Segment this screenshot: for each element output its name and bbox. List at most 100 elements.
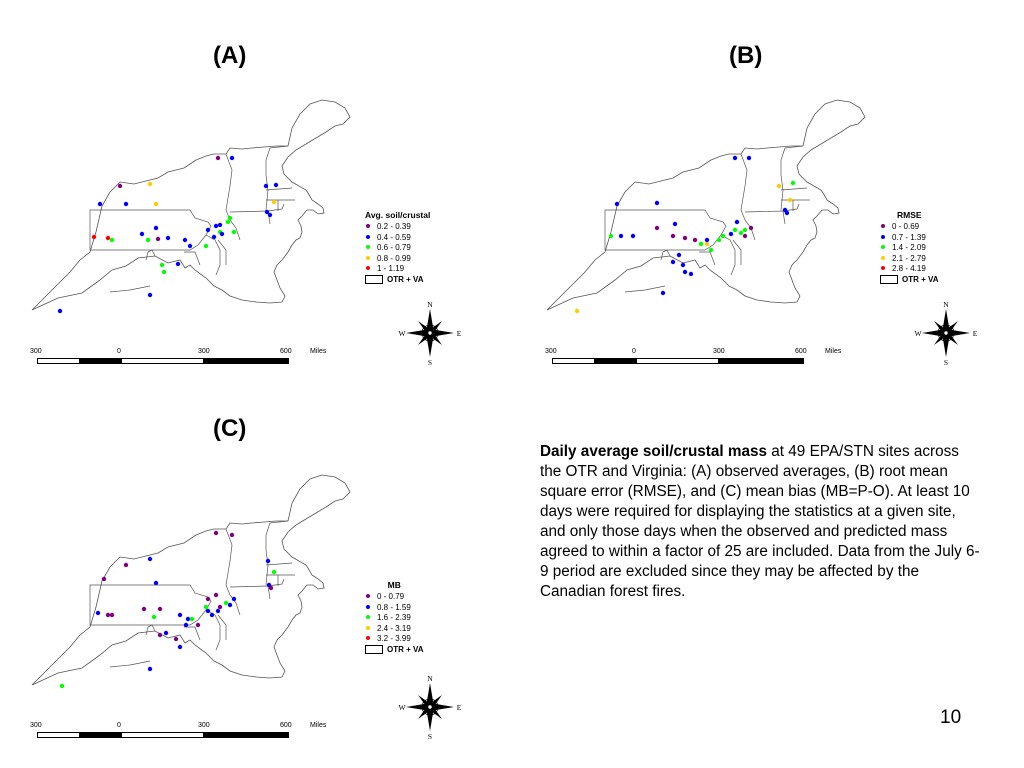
site-marker bbox=[748, 225, 754, 231]
site-marker bbox=[177, 644, 183, 650]
compass-letter: S bbox=[428, 732, 432, 740]
legend-range: 0.8 - 1.59 bbox=[377, 602, 411, 612]
legend-dot bbox=[881, 234, 885, 239]
scale-segment bbox=[718, 358, 804, 364]
legend-item: 0.8 - 0.99 bbox=[365, 254, 430, 265]
scale-segment bbox=[552, 358, 596, 364]
site-marker bbox=[676, 252, 682, 258]
site-marker bbox=[688, 271, 694, 277]
site-marker bbox=[732, 155, 738, 161]
site-marker bbox=[159, 262, 165, 268]
site-marker bbox=[215, 608, 221, 614]
compass-letter: W bbox=[914, 329, 922, 338]
site-marker bbox=[728, 231, 734, 237]
state-border bbox=[782, 203, 800, 212]
panel-a-label: (A) bbox=[213, 42, 247, 69]
scale-label: 300 bbox=[198, 722, 210, 729]
map-panel-b bbox=[546, 99, 866, 314]
compass-letter: N bbox=[943, 300, 949, 309]
site-marker bbox=[153, 580, 159, 586]
legend-dot bbox=[881, 245, 885, 250]
state-border bbox=[784, 145, 804, 149]
site-marker bbox=[157, 606, 163, 612]
legend-range: 0.4 - 0.59 bbox=[377, 232, 411, 242]
site-marker bbox=[225, 219, 231, 225]
site-marker bbox=[708, 247, 714, 253]
site-marker bbox=[147, 181, 153, 187]
legend-dot bbox=[366, 604, 370, 609]
scale-label: 300 bbox=[713, 348, 725, 355]
site-marker bbox=[229, 155, 235, 161]
site-marker bbox=[205, 596, 211, 602]
state-border bbox=[109, 285, 151, 293]
state-border bbox=[217, 239, 227, 265]
state-border bbox=[184, 626, 201, 641]
scale-segment bbox=[594, 358, 638, 364]
region-outline bbox=[546, 99, 866, 311]
state-border bbox=[660, 249, 671, 261]
compass-rose-panel-b: N S W E bbox=[914, 300, 978, 367]
state-border bbox=[732, 239, 742, 265]
site-marker bbox=[231, 229, 237, 235]
site-marker bbox=[217, 604, 223, 610]
legend-panel-c: MB 0 - 0.79 0.8 - 1.59 1.6 - 2.39 2.4 - 3.19… bbox=[365, 580, 424, 655]
legend-item: 2.1 - 2.79 bbox=[880, 254, 939, 265]
legend-region-label: OTR + VA bbox=[387, 274, 424, 284]
site-marker bbox=[117, 183, 123, 189]
scale-label: 300 bbox=[30, 348, 42, 355]
state-border bbox=[267, 203, 285, 212]
site-marker bbox=[139, 231, 145, 237]
site-marker bbox=[109, 612, 115, 618]
site-marker bbox=[147, 292, 153, 298]
site-marker bbox=[265, 558, 271, 564]
site-marker bbox=[682, 235, 688, 241]
site-marker bbox=[268, 585, 274, 591]
site-marker bbox=[91, 234, 97, 240]
legend-region-item: OTR + VA bbox=[365, 645, 424, 656]
site-marker bbox=[720, 233, 726, 239]
state-border bbox=[225, 153, 241, 241]
legend-item: 1 - 1.19 bbox=[365, 264, 430, 275]
site-marker bbox=[123, 562, 129, 568]
state-border bbox=[604, 209, 727, 251]
site-marker bbox=[263, 183, 269, 189]
site-marker bbox=[101, 576, 107, 582]
scale-label: Miles bbox=[825, 348, 842, 355]
compass-letter: S bbox=[944, 358, 948, 366]
compass-rose-panel-c: N S W E bbox=[398, 674, 462, 741]
site-marker bbox=[151, 614, 157, 620]
site-marker bbox=[630, 233, 636, 239]
site-marker bbox=[203, 604, 209, 610]
site-marker bbox=[155, 236, 161, 242]
site-marker bbox=[165, 235, 171, 241]
legend-range: 0.7 - 1.39 bbox=[892, 232, 926, 242]
legend-region-item: OTR + VA bbox=[365, 275, 430, 286]
legend-item: 1.6 - 2.39 bbox=[365, 613, 424, 624]
site-marker bbox=[660, 290, 666, 296]
scale-label: 0 bbox=[632, 348, 636, 355]
state-border bbox=[780, 147, 786, 211]
site-marker bbox=[219, 231, 225, 237]
state-border bbox=[267, 578, 285, 587]
figure-description: Daily average soil/crustal mass at 49 EP… bbox=[540, 442, 980, 602]
site-marker bbox=[273, 182, 279, 188]
compass-star-icon: N S W E bbox=[914, 300, 977, 367]
site-marker bbox=[227, 215, 233, 221]
scale-bar-panel-b: 300 0 300 600 Miles bbox=[545, 348, 845, 368]
compass-letter: S bbox=[428, 358, 432, 366]
state-border bbox=[265, 147, 271, 211]
site-marker bbox=[271, 569, 277, 575]
legend-dot bbox=[366, 636, 370, 641]
state-border bbox=[269, 520, 289, 524]
site-marker bbox=[161, 269, 167, 275]
site-marker bbox=[264, 209, 270, 215]
site-marker bbox=[205, 227, 211, 233]
legend-region-item: OTR + VA bbox=[880, 275, 939, 286]
site-marker bbox=[147, 666, 153, 672]
legend-item: 0.2 - 0.39 bbox=[365, 222, 430, 233]
scale-segment bbox=[121, 732, 205, 738]
scale-segment bbox=[203, 732, 289, 738]
site-marker bbox=[716, 237, 722, 243]
site-marker bbox=[698, 241, 704, 247]
site-marker bbox=[267, 212, 273, 218]
